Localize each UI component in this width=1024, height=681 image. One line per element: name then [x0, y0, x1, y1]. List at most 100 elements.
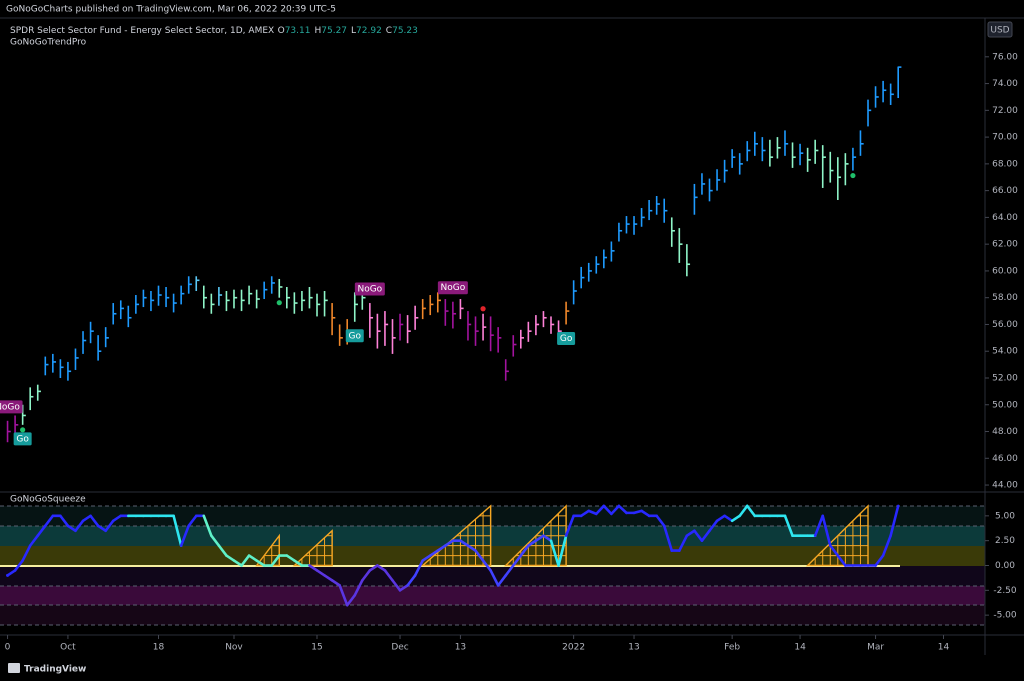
y-tick-label: -2.50	[993, 586, 1017, 596]
oscillator-segment	[293, 559, 304, 567]
oscillator-segment	[308, 564, 319, 572]
published-note: GoNoGoCharts published on TradingView.co…	[6, 5, 336, 15]
label-box	[13, 432, 32, 446]
signal-label: Go	[557, 331, 576, 345]
label-text: NoGo	[441, 283, 466, 293]
oscillator-segment	[391, 579, 402, 592]
oscillator-segment	[715, 514, 726, 523]
oscillator-segment	[96, 524, 107, 533]
y-tick-label: 54.00	[992, 347, 1018, 357]
oscillator-segment	[210, 534, 221, 547]
ohlc-label: H	[314, 26, 321, 36]
signal-label: Go	[345, 329, 364, 343]
squeeze-cone	[255, 533, 280, 567]
y-tick-label: 56.00	[992, 320, 1018, 330]
y-tick-label: 70.00	[992, 133, 1018, 143]
oscillator-segment	[723, 514, 734, 523]
squeeze	[420, 504, 492, 567]
oscillator-segment	[685, 529, 696, 538]
label-box	[354, 282, 385, 296]
oscillator-segment	[504, 564, 515, 577]
oscillator-segment	[247, 554, 258, 562]
brand-name: TradingView	[24, 665, 86, 675]
oscillator-segment	[889, 504, 900, 538]
oscillator-segment	[330, 579, 341, 587]
chart-title: SPDR Select Sector Fund - Energy Select …	[10, 26, 418, 36]
oscillator-segment	[187, 514, 198, 528]
oscillator-segment	[345, 593, 357, 607]
y-tick-label: 46.00	[992, 454, 1018, 464]
oscillator-segment	[481, 559, 492, 572]
oscillator-segment	[179, 524, 190, 547]
band	[0, 526, 985, 546]
y-tick-label: 76.00	[992, 52, 1018, 62]
signal-dot	[276, 300, 282, 306]
oscillator-segment	[700, 529, 711, 542]
oscillator-segment	[368, 564, 379, 572]
oscillator-segment	[59, 514, 70, 528]
y-tick-label: 0.00	[995, 561, 1015, 571]
y-tick-label: 52.00	[992, 373, 1018, 383]
y-tick-label: -5.00	[993, 611, 1017, 621]
x-tick-label: 14	[794, 643, 806, 653]
oscillator-segment	[828, 544, 840, 557]
oscillator-segment	[527, 539, 538, 547]
y-tick-label: 62.00	[992, 240, 1018, 250]
oscillator-segment	[81, 514, 92, 523]
x-tick-label: 13	[455, 643, 466, 653]
squeeze-cone	[805, 504, 869, 567]
oscillator-segment	[66, 524, 77, 533]
oscillator-segment	[640, 509, 651, 518]
signal-dot	[850, 172, 856, 179]
oscillator-segment	[557, 534, 568, 567]
currency: USD	[990, 26, 1009, 36]
oscillator-segment	[360, 569, 372, 582]
ohlc-label: L	[351, 26, 356, 36]
oscillator-segment	[466, 544, 477, 552]
ohlc-label: C	[386, 26, 392, 36]
ohlc-value: 75.23	[392, 26, 418, 36]
y-tick-label: 48.00	[992, 427, 1018, 437]
signal-label: NoGo	[437, 281, 468, 295]
oscillator-segment	[587, 509, 598, 516]
y-tick-label: 5.00	[995, 511, 1015, 521]
oscillator-segment	[662, 524, 674, 552]
oscillator-segment	[511, 554, 523, 567]
x-tick-label: Feb	[724, 643, 740, 653]
oscillator-segment	[564, 514, 575, 538]
oscillator-segment	[428, 549, 440, 557]
oscillator-segment	[217, 544, 228, 557]
squeeze	[292, 529, 333, 567]
x-tick-label: 14	[938, 643, 950, 653]
y-tick-label: 64.00	[992, 213, 1018, 223]
label-text: NoGo	[357, 285, 382, 295]
oscillator-segment	[421, 554, 432, 562]
oscillator-segment	[874, 554, 885, 567]
oscillator-segment	[255, 559, 266, 567]
y-tick-label: 44.00	[992, 481, 1018, 491]
label-text: Go	[349, 331, 362, 341]
y-tick-label: 60.00	[992, 266, 1018, 276]
y-tick-label: 66.00	[992, 186, 1018, 196]
signal-dot	[20, 427, 26, 433]
oscillator-segment	[444, 539, 455, 547]
label-text: Go	[560, 334, 573, 344]
label-text: Go	[16, 434, 29, 444]
oscillator-segment	[617, 504, 628, 515]
y-tick-label: 68.00	[992, 159, 1018, 169]
brand-logo	[8, 663, 20, 673]
x-tick-label: 13	[628, 643, 639, 653]
oscillator-segment	[285, 554, 296, 562]
oscillator-segment	[836, 554, 847, 567]
x-tick-label: 15	[311, 643, 322, 653]
oscillator-segment	[881, 534, 892, 557]
x-tick-label: Oct	[60, 643, 76, 653]
band	[0, 506, 985, 526]
y-tick-label: 74.00	[992, 79, 1018, 89]
oscillator-segment	[821, 514, 832, 547]
oscillator-segment	[783, 514, 794, 538]
oscillator-segment	[270, 554, 281, 567]
oscillator-segment	[21, 544, 32, 562]
oscillator-segment	[678, 534, 689, 552]
